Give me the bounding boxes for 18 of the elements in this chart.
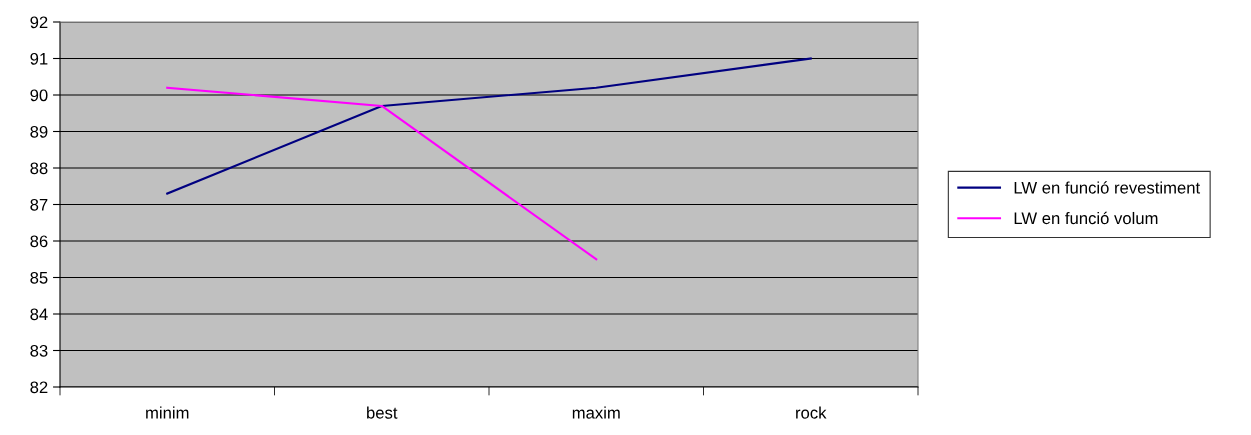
x-tick-label: rock	[796, 406, 827, 419]
y-tick-label: 89	[30, 125, 48, 138]
x-tick-label: minim	[146, 406, 189, 419]
y-tick-label: 82	[30, 381, 48, 394]
y-tick-label: 84	[30, 308, 48, 321]
y-tick-label: 87	[30, 198, 48, 211]
y-tick-label: 86	[30, 235, 48, 248]
y-tick-label: 88	[30, 162, 48, 175]
legend-label: LW en funció volum	[1014, 211, 1158, 225]
y-tick-label: 90	[30, 89, 48, 102]
y-tick-label: 91	[30, 52, 48, 65]
y-tick-label: 85	[30, 271, 48, 284]
y-tick-label: 83	[30, 344, 48, 357]
x-tick-label: best	[367, 406, 398, 419]
x-tick-label: maxim	[572, 406, 620, 419]
legend-label: LW en funció revestiment	[1014, 181, 1201, 194]
line-series	[166, 57, 812, 195]
y-tick-label: 92	[30, 16, 48, 29]
